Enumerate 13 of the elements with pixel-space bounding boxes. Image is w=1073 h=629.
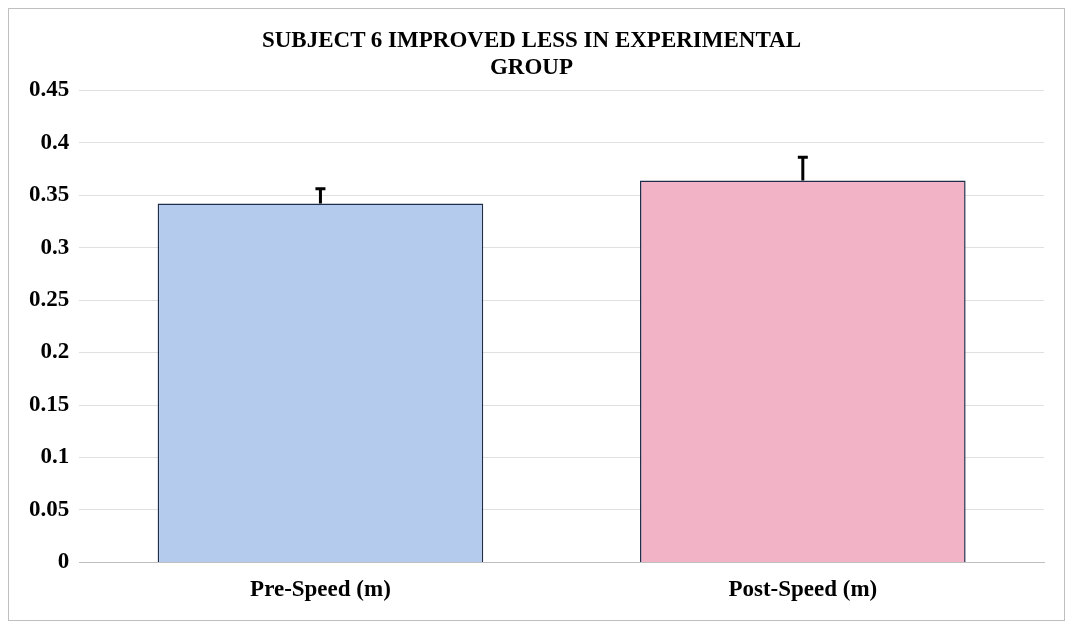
y-tick-label: 0.35 [29, 181, 70, 207]
y-tick-label: 0 [57, 548, 70, 574]
chart-title: SUBJECT 6 IMPROVED LESS IN EXPERIMENTAL GROUP [261, 26, 802, 80]
y-tick-label: 0.1 [40, 443, 70, 469]
y-tick-label: 0.45 [29, 76, 70, 102]
y-tick-label: 0.15 [29, 390, 70, 416]
x-tick-label: Post-Speed (m) [728, 576, 878, 602]
x-tick-label: Pre-Speed (m) [250, 576, 391, 602]
y-tick-label: 0.2 [40, 338, 70, 364]
y-tick-label: 0.4 [40, 128, 70, 154]
y-tick-label: 0.25 [29, 286, 70, 311]
y-tick-label: 0.05 [29, 495, 70, 521]
y-tick-label: 0.3 [40, 233, 70, 259]
